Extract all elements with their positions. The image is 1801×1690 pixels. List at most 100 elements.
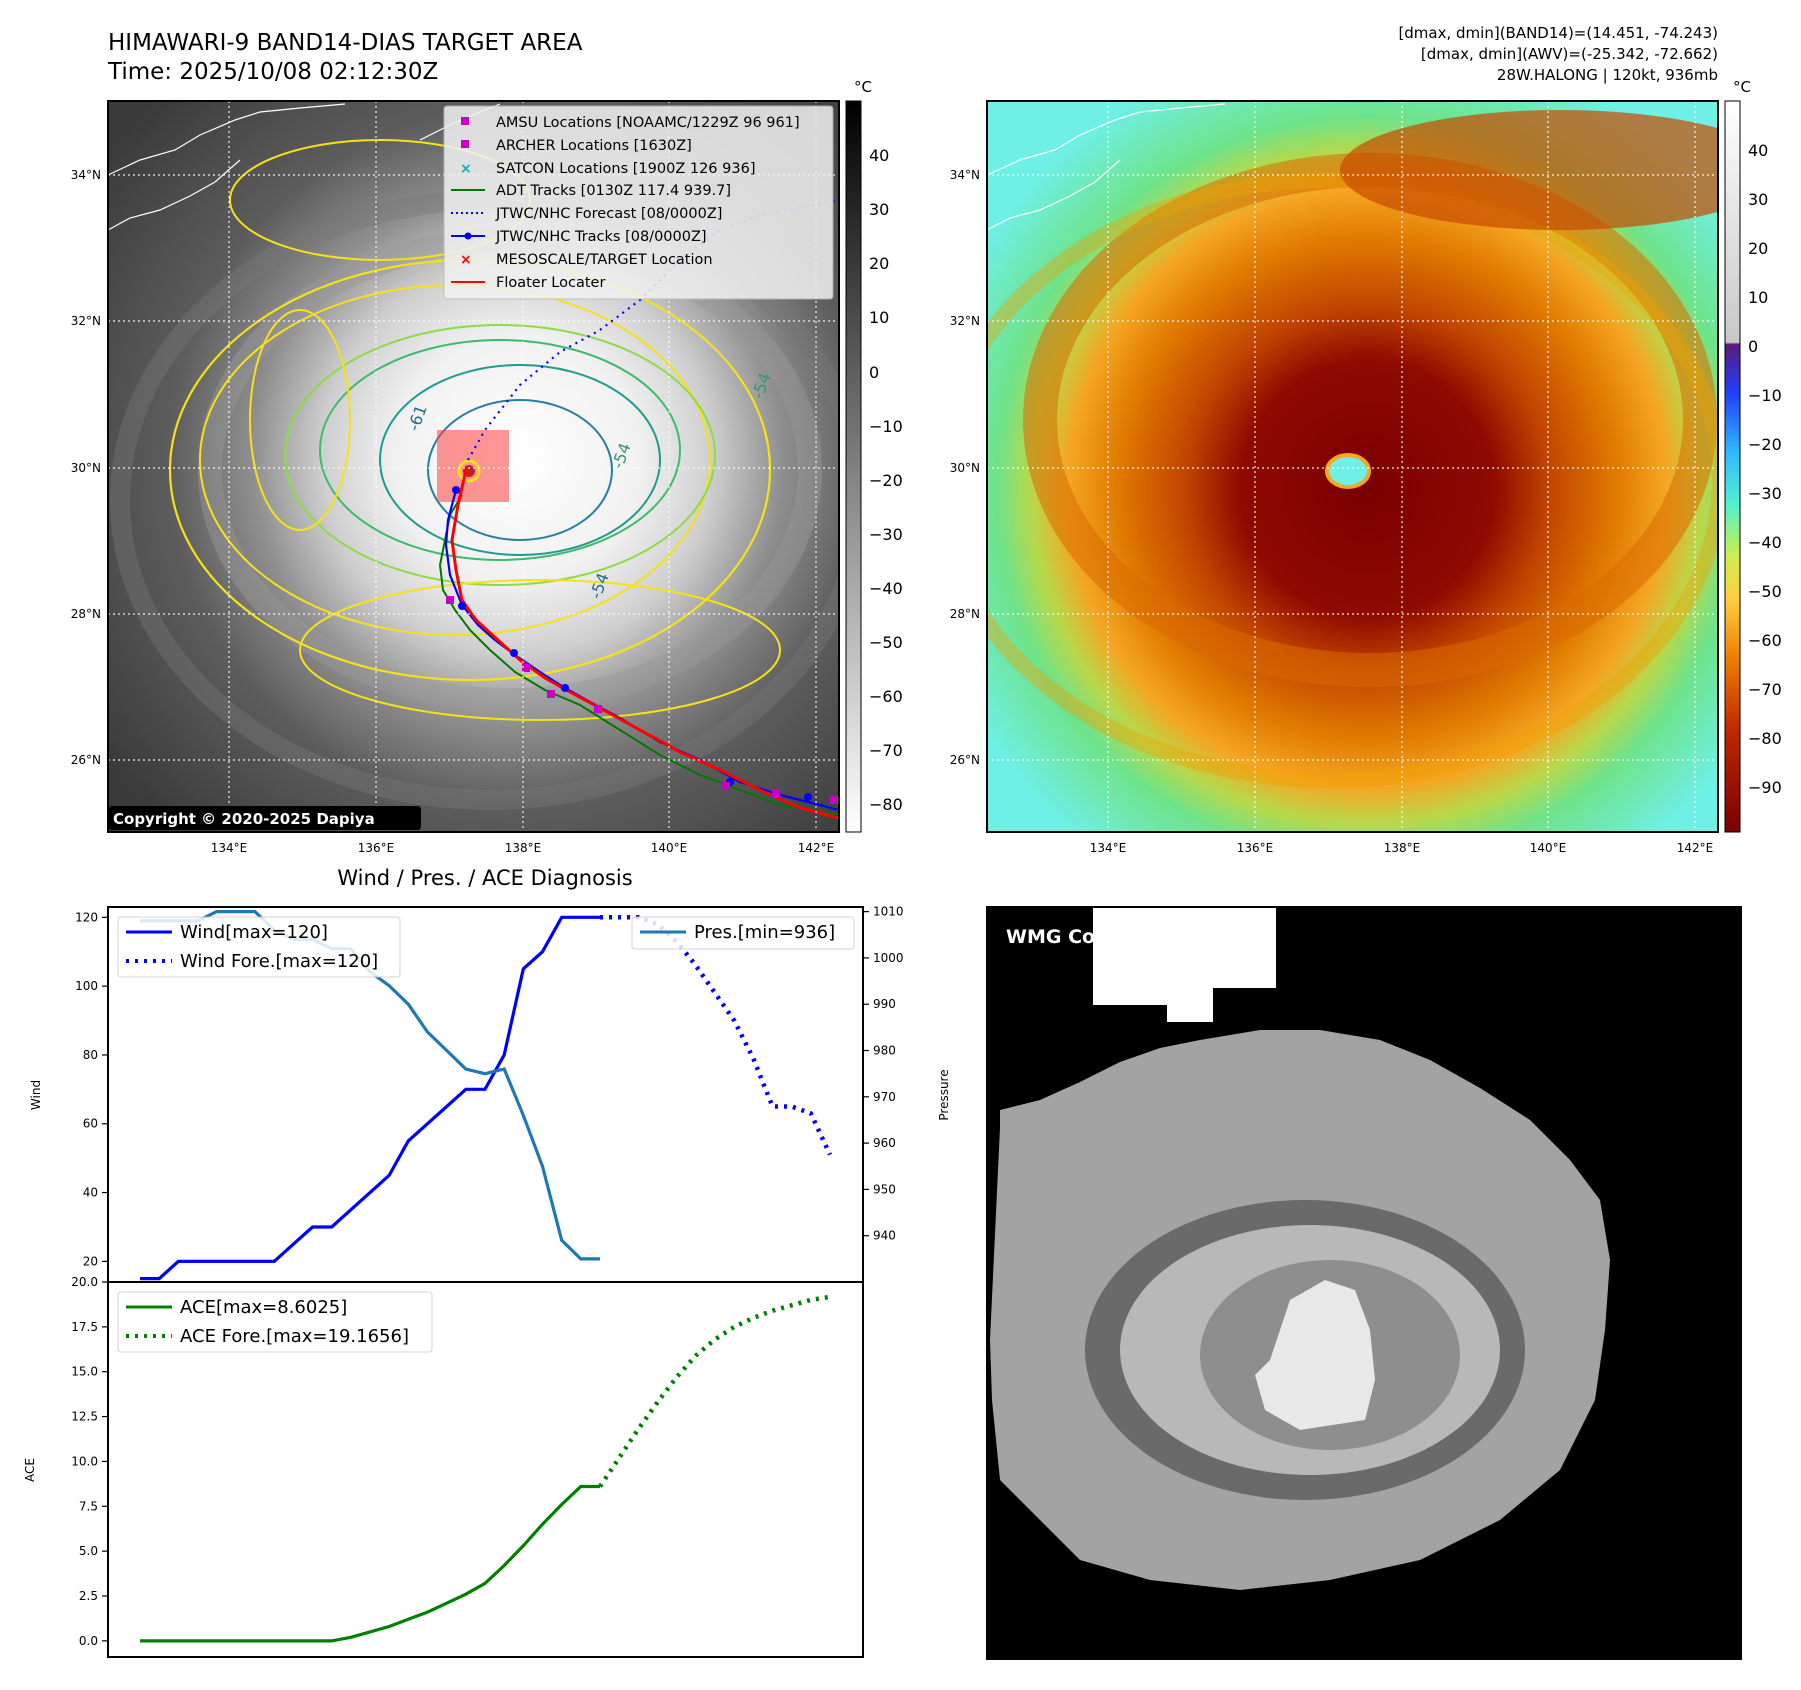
ir-colorbar-ticks: 40 30 20 10 0 −10 −20 −30 −40 −50 −60 −7… xyxy=(869,146,903,814)
wmg-panel: WMG Count: 52 xyxy=(986,906,1742,1660)
legend-entry-jtwc: JTWC/NHC Tracks [08/0000Z] xyxy=(451,229,707,245)
en-lon-tick: 134°E xyxy=(1090,841,1127,855)
en-cb-tick: −10 xyxy=(1748,386,1782,405)
en-cb-tick: −90 xyxy=(1748,778,1782,797)
ace-tick-label: 15.0 xyxy=(71,1365,98,1379)
legend-entry-floater: Floater Locater xyxy=(451,275,605,291)
ace-tick-label: 20.0 xyxy=(71,1275,98,1289)
copyright-box xyxy=(109,806,421,830)
ir-panel: -61 -54 -54 -54 AMSU Locations [NOAAMC/1… xyxy=(71,78,903,855)
pres-legend: Pres.[min=936] xyxy=(631,916,855,950)
en-cb-tick: −30 xyxy=(1748,484,1782,503)
legend-marker-mesoscale: × xyxy=(460,252,472,268)
en-cb-tick: −70 xyxy=(1748,680,1782,699)
en-cb-tick: 30 xyxy=(1748,190,1768,209)
wind-tick-label: 60 xyxy=(83,1117,98,1131)
en-cb-tick: 10 xyxy=(1748,288,1768,307)
ace-tick-label: 17.5 xyxy=(71,1320,98,1334)
enhanced-coastline xyxy=(987,103,1226,231)
en-cb-tick: −60 xyxy=(1748,631,1782,650)
figure-title: HIMAWARI-9 BAND14-DIAS TARGET AREA xyxy=(108,30,583,56)
ir-frame xyxy=(107,100,840,833)
legend-entry-forecast: JTWC/NHC Forecast [08/0000Z] xyxy=(451,206,722,222)
ace-legend-label: ACE[max=8.6025] xyxy=(180,1297,347,1318)
ir-lon-tick: 138°E xyxy=(505,841,542,855)
pres-y-ticks: 940 950 960 970 980 990 1000 1010 xyxy=(863,905,904,1243)
contour-green-light xyxy=(284,324,716,586)
ir-lon-tick: 134°E xyxy=(211,841,248,855)
ir-lat-tick: 32°N xyxy=(71,314,101,328)
wind-tick-label: 40 xyxy=(83,1186,98,1200)
wind-tick-label: 20 xyxy=(83,1254,98,1268)
wind-y-ticks: 20 40 60 80 100 120 xyxy=(75,910,108,1268)
legend-entry-satcon: × SATCON Locations [1900Z 126 936] xyxy=(460,161,755,177)
en-cb-tick: −80 xyxy=(1748,729,1782,748)
ace-tick-label: 7.5 xyxy=(79,1499,98,1513)
enhanced-colorbar-ticks: 40 30 20 10 0 −10 −20 −30 −40 −50 −60 −7… xyxy=(1748,141,1782,797)
en-lon-tick: 142°E xyxy=(1677,841,1714,855)
en-cb-tick: −20 xyxy=(1748,435,1782,454)
contour-yellow-west xyxy=(249,309,351,531)
pressure-axis-label: Pressure xyxy=(937,1069,951,1120)
ir-lon-tick: 140°E xyxy=(651,841,688,855)
enhanced-colorbar-unit: °C xyxy=(1733,78,1751,96)
legend-label-floater: Floater Locater xyxy=(496,275,605,291)
info-storm: 28W.HALONG | 120kt, 936mb xyxy=(1497,66,1718,84)
enhanced-north-band xyxy=(1340,110,1718,230)
legend-entry-mesoscale: × MESOSCALE/TARGET Location xyxy=(460,252,713,268)
ir-cb-tick: 10 xyxy=(869,308,889,327)
enhanced-gridlines xyxy=(987,101,1718,832)
ir-cb-tick: −70 xyxy=(869,741,903,760)
ace-fore-legend-label: ACE Fore.[max=19.1656] xyxy=(180,1326,409,1347)
legend-label-jtwc: JTWC/NHC Tracks [08/0000Z] xyxy=(495,229,707,245)
legend-entry-amsu: AMSU Locations [NOAAMC/1229Z 96 961] xyxy=(461,115,800,131)
pres-tick-label: 950 xyxy=(873,1182,896,1196)
ir-lat-tick: 34°N xyxy=(71,168,101,182)
pres-tick-label: 1000 xyxy=(873,951,904,965)
ace-axis-label: ACE xyxy=(23,1458,37,1482)
ir-cb-tick: −20 xyxy=(869,471,903,490)
ir-lat-ticks: 34°N 32°N 30°N 28°N 26°N xyxy=(71,168,101,767)
storm-eye xyxy=(457,459,481,483)
wind-tick-label: 100 xyxy=(75,979,98,993)
wind-tick-label: 120 xyxy=(75,910,98,924)
legend-entry-adt: ADT Tracks [0130Z 117.4 939.7] xyxy=(451,183,731,199)
wind-fore-legend-label: Wind Fore.[max=120] xyxy=(180,951,378,972)
pres-tick-label: 980 xyxy=(873,1044,896,1058)
ir-cb-tick: −60 xyxy=(869,687,903,706)
wind-axis-label: Wind xyxy=(29,1080,43,1110)
en-lat-tick: 26°N xyxy=(950,753,980,767)
wmg-eye xyxy=(1255,1280,1375,1430)
enhanced-frame xyxy=(986,100,1719,833)
wmg-frame xyxy=(986,906,1742,1660)
pres-legend-label: Pres.[min=936] xyxy=(694,922,835,943)
legend-label-satcon: SATCON Locations [1900Z 126 936] xyxy=(496,161,755,177)
ir-lat-tick: 30°N xyxy=(71,461,101,475)
ace-lines xyxy=(140,1294,831,1643)
ace-frame xyxy=(107,1281,864,1658)
legend-label-forecast: JTWC/NHC Forecast [08/0000Z] xyxy=(495,206,722,222)
ir-lon-tick: 136°E xyxy=(358,841,395,855)
copyright-text: Copyright © 2020-2025 Dapiya xyxy=(113,810,375,828)
info-awv: [dmax, dmin](AWV)=(-25.342, -72.662) xyxy=(1421,45,1718,63)
ir-lon-ticks: 134°E 136°E 138°E 140°E 142°E xyxy=(211,841,835,855)
series-line-ace-forecast xyxy=(598,1294,831,1488)
wind-tick-label: 80 xyxy=(83,1048,98,1062)
legend-marker-jtwc-dot xyxy=(464,232,472,240)
diagnosis-title: Wind / Pres. / ACE Diagnosis xyxy=(337,866,632,890)
ir-colorbar-unit: °C xyxy=(854,78,872,96)
pres-legend-box xyxy=(631,916,855,950)
enhanced-panel: °C 40 30 20 10 0 −10 −20 −30 −40 −50 −60… xyxy=(950,78,1782,855)
archer-points xyxy=(446,596,838,804)
pres-tick-label: 970 xyxy=(873,1090,896,1104)
wmg-white-notch xyxy=(1093,907,1276,1022)
en-lon-tick: 138°E xyxy=(1384,841,1421,855)
legend-marker-amsu xyxy=(461,117,469,125)
en-cb-tick: 0 xyxy=(1748,337,1758,356)
ir-cb-tick: −50 xyxy=(869,633,903,652)
ir-cb-tick: −10 xyxy=(869,417,903,436)
ace-tick-label: 2.5 xyxy=(79,1589,98,1603)
ir-cb-tick: 40 xyxy=(869,146,889,165)
legend-marker-archer xyxy=(461,140,469,148)
